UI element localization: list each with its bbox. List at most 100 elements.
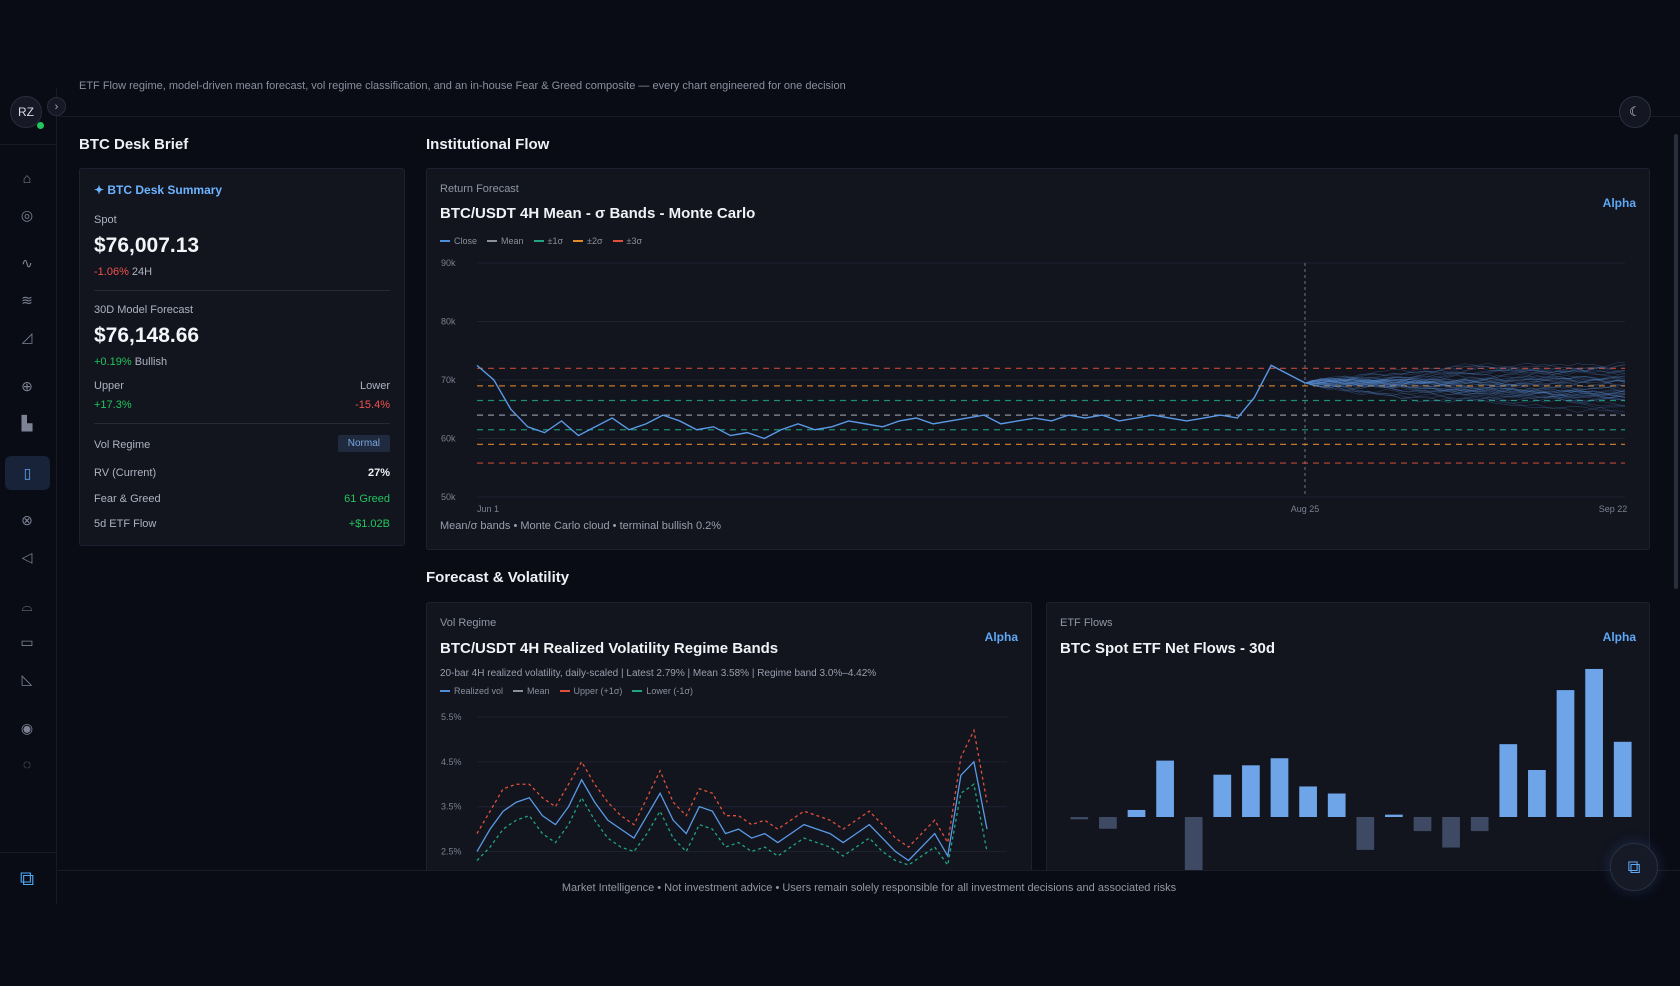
- monte-carlo-path: [1304, 363, 1626, 384]
- page-scrollbar[interactable]: [1674, 134, 1678, 589]
- etf-flow-bar: [1327, 793, 1346, 817]
- legend-item: Lower (-1σ): [632, 686, 693, 696]
- chart-kicker: ETF Flows: [1060, 617, 1113, 629]
- etf-flow-bar: [1556, 690, 1575, 817]
- monte-carlo-path: [1304, 382, 1626, 401]
- lower-label: Lower: [360, 380, 390, 392]
- etf-flows-card: ETF Flows BTC Spot ETF Net Flows - 30d A…: [1046, 602, 1650, 871]
- monte-carlo-path: [1304, 380, 1626, 398]
- chart-title: BTC/USDT 4H Realized Volatility Regime B…: [440, 640, 779, 657]
- fg-label: Fear & Greed: [94, 493, 161, 505]
- monte-carlo-path: [1304, 382, 1626, 410]
- legend-swatch: [440, 240, 450, 242]
- etf-flow-bar: [1413, 817, 1432, 832]
- return-forecast-card: Return Forecast BTC/USDT 4H Mean - σ Ban…: [426, 168, 1650, 550]
- legend-label: Mean: [501, 236, 524, 246]
- alpha-badge[interactable]: Alpha: [984, 630, 1018, 644]
- upper-value: +17.3%: [94, 399, 132, 411]
- monte-carlo-path: [1304, 382, 1626, 402]
- monte-carlo-path: [1304, 379, 1626, 402]
- chart-title: BTC Spot ETF Net Flows - 30d: [1060, 640, 1276, 657]
- monte-carlo-path: [1304, 379, 1626, 387]
- line-chart-icon[interactable]: ◺: [21, 670, 33, 687]
- globe-icon[interactable]: ⊗: [21, 511, 33, 528]
- x-tick-label: Jun 1: [477, 504, 499, 514]
- volatility-chart: 5.5% 4.5% 3.5% 2.5%: [441, 712, 1007, 867]
- monte-carlo-path: [1304, 378, 1626, 390]
- legend-label: Upper (+1σ): [573, 686, 623, 696]
- chart-description: 20-bar 4H realized volatility, daily-sca…: [440, 668, 877, 679]
- header-divider: [58, 116, 1680, 117]
- etf-flow-bar: [1070, 817, 1089, 820]
- avatar[interactable]: RZ: [10, 96, 42, 128]
- monte-carlo-path: [1304, 382, 1626, 403]
- rv-value: 27%: [367, 467, 390, 479]
- etf-flows-chart: [1070, 668, 1632, 871]
- moon-icon[interactable]: ☾: [1619, 96, 1651, 128]
- document-icon[interactable]: ▯: [5, 456, 50, 490]
- legend-label: Close: [454, 236, 478, 246]
- spot-change: -1.06%: [94, 266, 129, 278]
- etf-flow-bar: [1156, 760, 1174, 817]
- etf-flow-bar: [1528, 770, 1546, 817]
- desk-summary-title: ✦ BTC Desk Summary: [94, 183, 223, 197]
- monte-carlo-path: [1304, 382, 1626, 396]
- monte-carlo-path: [1304, 375, 1626, 388]
- spot-change-period: 24H: [131, 266, 153, 278]
- graduation-icon[interactable]: ⌓: [21, 597, 33, 614]
- chart-kicker: Return Forecast: [440, 183, 519, 195]
- chat-icon[interactable]: ◌: [22, 756, 32, 772]
- alpha-badge[interactable]: Alpha: [1602, 630, 1636, 644]
- legend-item: Close: [440, 236, 477, 246]
- monte-carlo-path: [1304, 382, 1626, 398]
- etf-flow-bar: [1442, 817, 1460, 848]
- sidebar-divider: [0, 144, 57, 145]
- target-icon[interactable]: ⊕: [21, 377, 33, 394]
- legend-item: Realized vol: [440, 686, 503, 696]
- upper-label: Upper: [94, 380, 124, 392]
- legend-swatch: [612, 240, 623, 242]
- etf-flow-bar: [1099, 817, 1117, 829]
- alpha-badge[interactable]: Alpha: [1602, 196, 1636, 210]
- legend-item: ±3σ: [612, 236, 642, 246]
- etf-flow-value: +$1.02B: [348, 518, 390, 530]
- megaphone-icon[interactable]: ◁: [21, 548, 33, 565]
- bitcoin-icon[interactable]: ◎: [20, 206, 34, 223]
- brand-logo-icon[interactable]: ⧉: [19, 867, 35, 890]
- forecast-change: +0.19%: [94, 356, 132, 368]
- monte-carlo-path: [1304, 365, 1626, 386]
- fg-value: 61 Greed: [344, 493, 390, 505]
- etf-flow-bar: [1127, 809, 1146, 817]
- y-tick-label: 5.5%: [441, 712, 462, 722]
- database-icon[interactable]: ≋: [21, 291, 33, 308]
- sparkle-icon: ✦: [94, 183, 108, 197]
- monte-carlo-path: [1304, 367, 1626, 386]
- legend-label: ±2σ: [587, 236, 603, 246]
- etf-flow-bar: [1213, 774, 1232, 817]
- brand-logo-icon[interactable]: ⧉: [1610, 843, 1658, 891]
- signal-icon[interactable]: ◿: [21, 328, 33, 345]
- legend-item: ±1σ: [533, 236, 563, 246]
- legend-swatch: [440, 690, 450, 692]
- legend-item: Mean: [487, 236, 524, 246]
- legend-item: ±2σ: [573, 236, 603, 246]
- legend-label: Realized vol: [454, 686, 504, 696]
- bar-chart-icon[interactable]: ▙: [21, 414, 33, 431]
- x-tick-label: Aug 25: [1291, 504, 1320, 514]
- book-icon[interactable]: ▭: [20, 633, 34, 650]
- legend-item: Upper (+1σ): [559, 686, 623, 696]
- monte-carlo-path: [1304, 375, 1626, 384]
- etf-flow-bar: [1356, 817, 1375, 850]
- etf-flow-bar: [1242, 765, 1260, 817]
- monte-carlo-path: [1304, 379, 1626, 408]
- legend-item: Mean: [513, 686, 550, 696]
- home-icon[interactable]: ⌂: [22, 170, 32, 186]
- etf-flow-bar: [1299, 786, 1317, 817]
- monte-carlo-path: [1304, 382, 1626, 395]
- coin-icon[interactable]: ◉: [20, 719, 34, 736]
- chevron-right-icon[interactable]: ›: [47, 97, 66, 116]
- activity-icon[interactable]: ∿: [21, 254, 33, 271]
- monte-carlo-path: [1304, 369, 1626, 384]
- sidebar-bottom-divider: [0, 852, 57, 853]
- footer-disclaimer: Market Intelligence • Not investment adv…: [58, 870, 1680, 904]
